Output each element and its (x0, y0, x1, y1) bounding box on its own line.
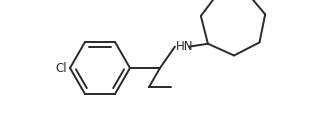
Text: HN: HN (176, 40, 193, 53)
Text: Cl: Cl (55, 61, 67, 75)
